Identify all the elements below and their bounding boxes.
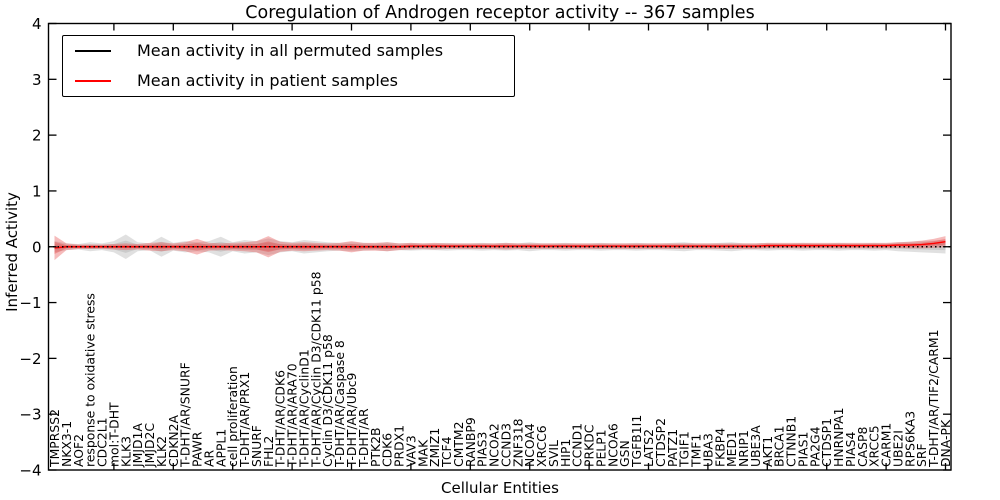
category-label: PAWR	[190, 431, 205, 467]
category-label: VAV3	[403, 435, 418, 467]
category-label: NCOA2	[487, 423, 502, 467]
category-label: GSN	[617, 440, 632, 467]
category-label: T-DHT/AR/TIF2/CARM1	[926, 330, 941, 468]
category-label: DNA-PK	[938, 419, 953, 467]
category-label: T-DHT/AR/PRX1	[237, 372, 252, 468]
category-label: AR	[201, 450, 216, 467]
category-label: CDC2L1	[95, 417, 110, 467]
category-label: UBE2I	[890, 430, 905, 467]
category-label: PA2G4	[807, 426, 822, 467]
category-label: CTDSP1	[819, 418, 834, 467]
category-label: SVIL	[546, 440, 561, 467]
category-label: CDK6	[380, 433, 395, 467]
patient-samples-envelope	[54, 235, 946, 261]
category-label: T-DHT/AR	[356, 408, 371, 468]
category-label: CARM1	[879, 423, 894, 467]
category-label: NCOA6	[605, 423, 620, 467]
category-label: PIAS3	[475, 432, 490, 467]
y-tick-label: −2	[19, 350, 41, 368]
category-label: UBE3A	[748, 425, 763, 467]
y-tick-label: 3	[32, 71, 42, 89]
category-label: CCND3	[498, 423, 513, 467]
category-label: T-DHT/AR/SNURF	[178, 362, 193, 468]
category-label: PELP1	[593, 429, 608, 467]
category-label: AOF2	[71, 434, 86, 467]
category-label: cell proliferation	[225, 366, 240, 467]
category-label: TGFB1I1	[629, 415, 644, 468]
category-label: CTDSP2	[653, 418, 668, 467]
y-tick-label: 1	[32, 182, 42, 200]
category-label: CASP8	[855, 427, 870, 467]
category-label: T-DHT/AR/CDK6	[273, 370, 288, 468]
category-label: PIAS4	[843, 432, 858, 467]
y-tick-label: −1	[19, 294, 41, 312]
category-label: FHL2	[261, 436, 276, 467]
y-tick-label: −4	[19, 462, 41, 480]
category-label: UBA3	[700, 433, 715, 467]
permuted-line-swatch	[75, 50, 111, 52]
x-axis-label: Cellular Entities	[441, 479, 559, 497]
category-label: PRDX1	[392, 425, 407, 467]
legend-row-permuted: Mean activity in all permuted samples	[75, 39, 514, 63]
category-label: PIAS1	[795, 432, 810, 467]
category-label: MED1	[724, 431, 739, 467]
category-label: PTK2B	[368, 427, 383, 467]
legend-label-permuted: Mean activity in all permuted samples	[137, 41, 444, 60]
category-label: JMJD2C	[142, 423, 157, 468]
category-label: CTNNB1	[784, 416, 799, 467]
category-label: NCOA4	[522, 423, 537, 467]
category-label: HIP1	[558, 439, 573, 467]
category-label: HNRNPA1	[831, 407, 846, 467]
y-axis-label: Inferred Activity	[3, 192, 21, 312]
category-label: Cyclin D3/CDK11 p58	[320, 334, 335, 467]
category-label: MAK	[415, 439, 430, 467]
category-label: RANBP9	[463, 417, 478, 467]
category-label: BRCA1	[772, 425, 787, 467]
category-label: APPL1	[213, 429, 228, 467]
category-label: TMF1	[689, 434, 704, 468]
category-label: TCF4	[439, 436, 454, 468]
category-label: SNURF	[249, 425, 264, 467]
category-label: CMTM2	[451, 422, 466, 468]
category-label: FKBP4	[712, 428, 727, 467]
category-label: SRF	[914, 443, 929, 467]
category-label: mol:T-DHT	[106, 402, 121, 467]
category-label: T-DHT/AR/CyclinD1	[296, 349, 311, 468]
category-label: ZMIZ1	[427, 428, 442, 467]
category-label: KLK3	[118, 436, 133, 467]
chart-title: Coregulation of Androgen receptor activi…	[245, 3, 755, 23]
category-label: PRKDC	[582, 425, 597, 467]
category-label: CDKN2A	[166, 415, 181, 467]
category-label: ZNF318	[510, 418, 525, 467]
category-label: AKT1	[760, 436, 775, 467]
category-label: XRCC6	[534, 425, 549, 467]
category-label: XRCC5	[867, 425, 882, 467]
y-tick-label: −3	[19, 406, 41, 424]
category-label: T-DHT/AR/Caspase 8	[332, 340, 347, 468]
category-label: KLK2	[154, 436, 169, 467]
category-label: NKX3-1	[59, 421, 74, 467]
category-label: response to oxidative stress	[83, 293, 98, 467]
category-label: T-DHT/AR/Cyclin D3/CDK11 p58	[308, 271, 323, 468]
category-label: NRIP1	[736, 430, 751, 467]
category-label: TMPRSS2	[47, 409, 62, 468]
category-label: T-DHT/AR/ARA70	[285, 363, 300, 468]
category-label: TGIF1	[677, 431, 692, 468]
patient-line-swatch	[75, 80, 111, 82]
legend-label-patient: Mean activity in patient samples	[137, 71, 398, 90]
y-tick-label: 0	[32, 238, 42, 256]
category-label: CCND1	[570, 423, 585, 467]
category-label: PATZ1	[665, 429, 680, 467]
y-tick-label: 4	[32, 15, 42, 33]
y-tick-label: 2	[32, 127, 42, 145]
legend-row-patient: Mean activity in patient samples	[75, 69, 514, 93]
legend: Mean activity in all permuted samples Me…	[62, 35, 515, 97]
category-label: LATS2	[641, 429, 656, 467]
category-label: T-DHT/AR/Ubc9	[344, 372, 359, 468]
category-label: JMJD1A	[130, 423, 145, 468]
category-label: RPS6KA3	[902, 411, 917, 467]
